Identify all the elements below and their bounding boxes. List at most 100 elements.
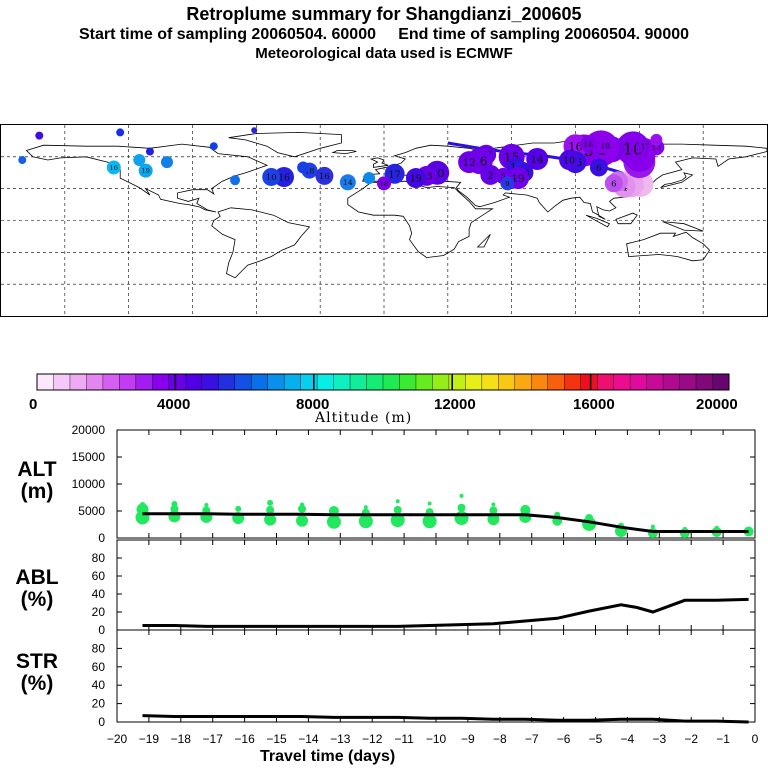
colorbar-frame (36, 373, 730, 391)
colorbar-swatch (283, 373, 302, 391)
panel-frame (116, 629, 756, 723)
altitude-scatter-point (264, 513, 277, 526)
x-axis-tick-label: −6 (557, 732, 571, 746)
colorbar-tick-label: 8000 (296, 396, 330, 413)
plume-centroid-day-label: 17 (641, 142, 651, 151)
plume-centroid-day-label: 16 (278, 172, 290, 183)
plume-centroid-marker (458, 151, 481, 174)
altitude-median-line (142, 512, 749, 533)
y-axis-tick-label: 0 (98, 623, 105, 637)
colorbar-swatch (646, 373, 664, 391)
x-axis-title: Travel time (days) (260, 748, 396, 765)
x-axis-tick-label: −8 (493, 732, 507, 746)
altitude-scatter-point (171, 500, 178, 507)
plume-centroid-day-label: 16 (583, 140, 593, 149)
colorbar-title: Altitude (m) (315, 410, 413, 426)
plume-centroid-day-label: 17 (389, 169, 401, 180)
x-axis-tick-label: −4 (621, 732, 635, 746)
plume-centroid-marker (650, 133, 663, 146)
altitude-scatter-point (139, 502, 146, 509)
colorbar-swatch (102, 373, 120, 391)
colorbar-swatch (119, 373, 137, 391)
plume-centroid-marker (230, 175, 241, 186)
plume-centroid-day-label: 5 (501, 172, 506, 181)
time-series-plots: 0 5000 10000 15000 20000 0 20 40 60 80 0 20 40 60 80 −2… (72, 425, 759, 746)
coastline (615, 212, 638, 225)
y-axis-tick-label: 20 (92, 697, 106, 711)
plume-centroid-day-label: 19 (141, 167, 149, 175)
y-axis-tick-label: 40 (92, 587, 106, 601)
y-axis-tick-label: 0 (98, 531, 105, 545)
colorbar-tick-label: 12000 (434, 396, 476, 413)
x-axis-tick-label: 0 (752, 732, 759, 746)
colorbar-swatch (135, 373, 153, 391)
y-axis-tick-label: 0 (98, 715, 105, 729)
altitude-scatter-point (395, 499, 400, 504)
plume-centroid-day-label: 13 (652, 143, 662, 152)
colorbar-swatch (218, 373, 236, 391)
colorbar-tick-label: 4000 (157, 396, 191, 413)
y-axis-tick-label: 60 (92, 660, 106, 674)
colorbar-swatch (152, 373, 170, 391)
altitude-scatter-point (296, 514, 309, 527)
colorbar-swatch (531, 373, 549, 391)
y-axis-tick-label: 15000 (72, 450, 106, 464)
x-axis-tick-label: −18 (171, 732, 192, 746)
plume-centroid-marker (35, 131, 44, 140)
coastline (25, 143, 269, 213)
colorbar-swatch (382, 373, 400, 391)
colorbar-swatch (86, 373, 104, 391)
y-axis-tick-label: 80 (92, 551, 106, 565)
altitude-scatter-point (520, 504, 531, 515)
altitude-scatter-point (457, 503, 466, 512)
colorbar-tick-label: 20000 (696, 396, 738, 413)
colorbar-swatch (333, 373, 351, 391)
panel-frame (116, 539, 756, 631)
altitude-scatter-point (743, 526, 754, 537)
colorbar-swatch (366, 373, 384, 391)
colorbar-swatch (415, 373, 433, 391)
plume-centroid-marker (145, 147, 154, 156)
colorbar-swatch (36, 373, 54, 391)
x-axis-tick-label: −14 (298, 732, 319, 746)
plume-centroid-marker (480, 164, 501, 185)
plume-centroid-day-label: 16 (568, 139, 583, 153)
plume-centroid-day-label: 10 (563, 156, 575, 167)
altitude-scatter-point (682, 526, 687, 531)
colorbar-swatch (695, 373, 714, 391)
plume-centroid-day-label: 9 (505, 180, 509, 188)
colorbar-swatch (53, 373, 71, 391)
plume-centroid-marker (580, 136, 597, 153)
x-axis-tick-label: −9 (461, 732, 475, 746)
str-fraction-line (142, 714, 749, 724)
colorbar-swatch (300, 373, 318, 391)
x-axis-tick-label: −1 (716, 732, 730, 746)
str-panel-label: STR (%) (16, 650, 58, 696)
altitude-scatter-point (363, 505, 368, 510)
colorbar-swatch (629, 373, 648, 391)
plume-centroid-day-label: 13 (421, 171, 433, 182)
plume-centroid-marker (273, 166, 294, 187)
colorbar-swatch (514, 373, 532, 391)
coastline (585, 214, 611, 228)
plume-centroid-marker (138, 163, 153, 178)
x-axis-tick-label: −17 (203, 732, 224, 746)
altitude-scatter-point (204, 503, 209, 508)
plume-centroid-marker (18, 156, 27, 165)
abl-panel-label: ABL (%) (15, 566, 59, 612)
coastline (211, 207, 311, 279)
y-axis-tick-label: 40 (92, 678, 106, 692)
x-axis-tick-label: −15 (266, 732, 287, 746)
altitude-scatter-point (170, 504, 179, 513)
colorbar-swatch (69, 373, 87, 391)
altitude-scatter-point (714, 525, 719, 530)
colorbar-swatch (481, 373, 499, 391)
plume-centroid-marker (133, 154, 146, 167)
plume-centroid-day-label: 6 (596, 164, 601, 174)
plume-centroid-day-label: 18 (305, 166, 315, 175)
alt-panel-label: ALT (m) (17, 458, 57, 504)
coastline (347, 180, 494, 259)
plume-centroid-day-label: 16 (319, 172, 330, 182)
colorbar-swatch (564, 373, 582, 391)
plume-centroid-day-label: 19 (511, 173, 524, 185)
